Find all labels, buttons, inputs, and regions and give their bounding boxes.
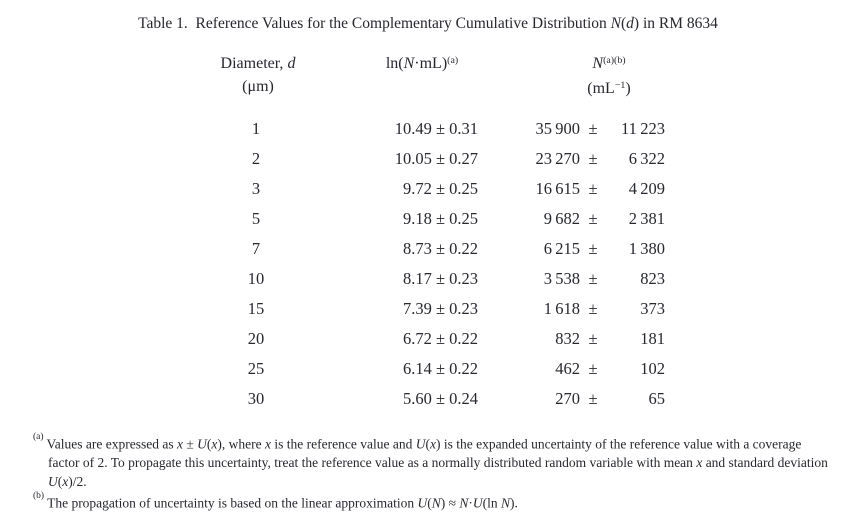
cell-n-uncertainty: 65 [648, 389, 666, 408]
cell-n-value: 832 [555, 329, 580, 348]
cell-plus-minus: ± [588, 149, 598, 168]
cell-ln-value: 10.05 ± 0.27 [394, 149, 478, 168]
column-header-n-label: N(a)(b) [592, 54, 626, 72]
column-header-ln-label: ln(N·mL)(a) [385, 54, 459, 72]
column-header-diameter-label: Diameter, d [220, 55, 296, 72]
cell-n-value: 270 [555, 389, 580, 408]
cell-n-value: 3 538 [543, 269, 580, 288]
cell-n-uncertainty: 823 [640, 269, 665, 288]
cell-diameter: 15 [247, 299, 265, 318]
table-row: 20 6.72 ± 0.22 832 ± 181 [0, 328, 856, 358]
cell-ln-value: 6.14 ± 0.22 [402, 359, 478, 378]
cell-plus-minus: ± [588, 119, 598, 138]
cell-n-uncertainty: 102 [640, 359, 665, 378]
cell-ln-value: 8.17 ± 0.23 [402, 269, 478, 288]
cell-diameter: 25 [247, 359, 265, 378]
cell-n-value: 6 215 [543, 239, 580, 258]
cell-plus-minus: ± [588, 389, 598, 408]
cell-diameter: 7 [251, 239, 261, 258]
footnote-marker: (b) [33, 490, 45, 501]
cell-ln-value: 9.72 ± 0.25 [402, 179, 478, 198]
table-row: 7 8.73 ± 0.22 6 215 ± 1 380 [0, 238, 856, 268]
footnotes: (a) Values are expressed as x ± U(x), whe… [33, 432, 830, 513]
reference-table: 1 10.49 ± 0.31 35 900 ± 11 223 2 10.05 ±… [0, 118, 856, 418]
column-header-ln: ln(N·mL)(a) [358, 52, 486, 77]
cell-n-value: 9 682 [543, 209, 580, 228]
footnote-marker: (a) [33, 431, 44, 442]
cell-n-value: 16 615 [535, 179, 580, 198]
cell-ln-value: 5.60 ± 0.24 [402, 389, 478, 408]
cell-plus-minus: ± [588, 209, 598, 228]
footnote-b: (b) The propagation of uncertainty is bas… [33, 491, 830, 513]
footnote-a-text: Values are expressed as x ± U(x), where … [46, 436, 828, 489]
cell-n-uncertainty: 4 209 [628, 179, 665, 198]
footnote-b-text: The propagation of uncertainty is based … [47, 495, 518, 511]
cell-n-uncertainty: 11 223 [621, 119, 665, 138]
cell-n-uncertainty: 181 [640, 329, 665, 348]
cell-plus-minus: ± [588, 329, 598, 348]
cell-n-value: 35 900 [535, 119, 580, 138]
cell-ln-value: 6.72 ± 0.22 [402, 329, 478, 348]
cell-n-value: 462 [555, 359, 580, 378]
table-row: 2 10.05 ± 0.27 23 270 ± 6 322 [0, 148, 856, 178]
cell-n-uncertainty: 373 [640, 299, 665, 318]
cell-n-uncertainty: 6 322 [628, 149, 665, 168]
table-caption: Table 1. Reference Values for the Comple… [138, 15, 718, 32]
cell-diameter: 20 [247, 329, 265, 348]
cell-n-value: 1 618 [543, 299, 580, 318]
cell-plus-minus: ± [588, 359, 598, 378]
cell-ln-value: 10.49 ± 0.31 [394, 119, 478, 138]
column-header-n: N(a)(b) (mL−1) [547, 52, 671, 102]
table-row: 1 10.49 ± 0.31 35 900 ± 11 223 [0, 118, 856, 148]
cell-n-value: 23 270 [535, 149, 580, 168]
table-row: 3 9.72 ± 0.25 16 615 ± 4 209 [0, 178, 856, 208]
cell-plus-minus: ± [588, 269, 598, 288]
column-header-diameter: Diameter, d (μm) [196, 52, 320, 98]
table-row: 15 7.39 ± 0.23 1 618 ± 373 [0, 298, 856, 328]
cell-n-uncertainty: 1 380 [628, 239, 665, 258]
cell-plus-minus: ± [588, 299, 598, 318]
column-header-diameter-unit: (μm) [242, 78, 274, 95]
cell-plus-minus: ± [588, 179, 598, 198]
table-row: 10 8.17 ± 0.23 3 538 ± 823 [0, 268, 856, 298]
table-row: 5 9.18 ± 0.25 9 682 ± 2 381 [0, 208, 856, 238]
table-row: 25 6.14 ± 0.22 462 ± 102 [0, 358, 856, 388]
table-row: 30 5.60 ± 0.24 270 ± 65 [0, 388, 856, 418]
cell-plus-minus: ± [588, 239, 598, 258]
column-header-n-unit: (mL−1) [587, 79, 631, 97]
cell-n-uncertainty: 2 381 [628, 209, 665, 228]
footnote-a: (a) Values are expressed as x ± U(x), whe… [33, 432, 830, 491]
cell-diameter: 10 [247, 269, 265, 288]
cell-diameter: 3 [251, 179, 261, 198]
cell-diameter: 1 [251, 119, 261, 138]
cell-diameter: 2 [251, 149, 261, 168]
cell-ln-value: 8.73 ± 0.22 [402, 239, 478, 258]
cell-ln-value: 9.18 ± 0.25 [402, 209, 478, 228]
cell-diameter: 5 [251, 209, 261, 228]
cell-ln-value: 7.39 ± 0.23 [402, 299, 478, 318]
cell-diameter: 30 [247, 389, 265, 408]
